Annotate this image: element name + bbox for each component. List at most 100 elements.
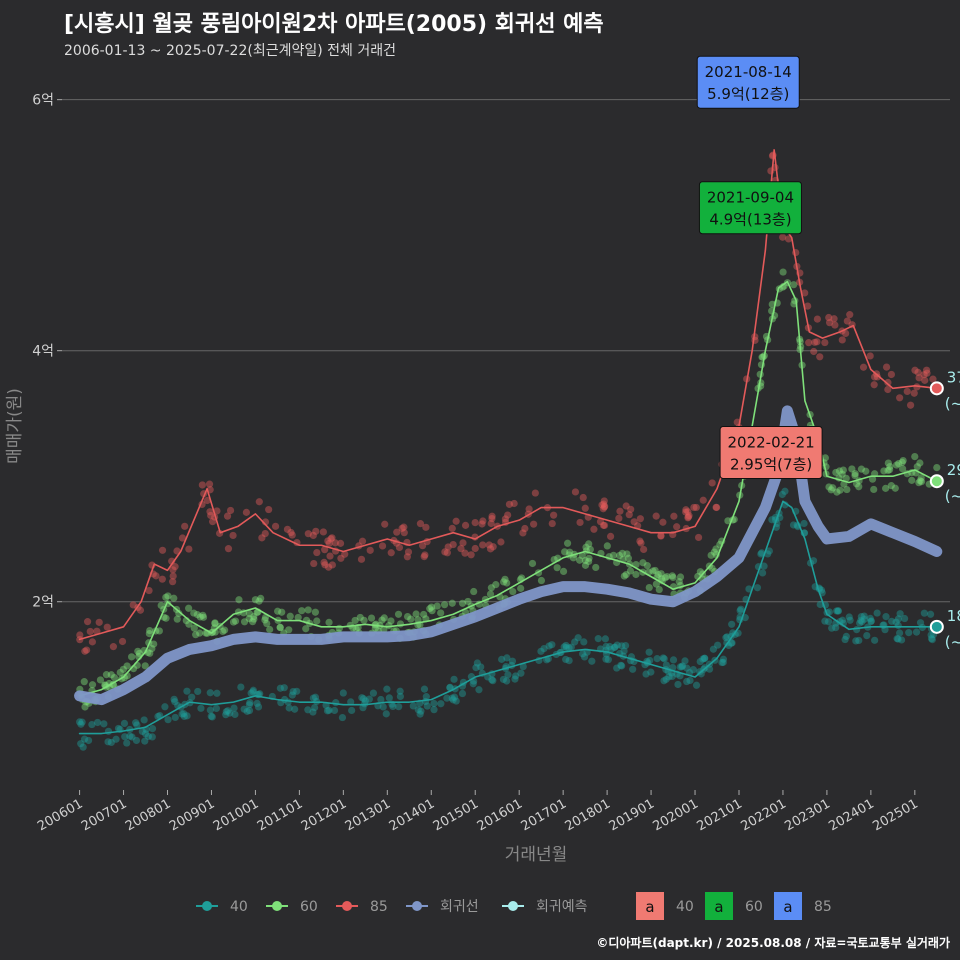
- data-point: [561, 548, 569, 556]
- legend-box-label: 85: [814, 899, 832, 915]
- data-point: [486, 590, 495, 598]
- data-point: [896, 610, 904, 618]
- annotation-date: 2022-02-21: [728, 433, 815, 451]
- data-point: [352, 625, 360, 633]
- data-point: [501, 515, 509, 523]
- data-point: [175, 609, 183, 618]
- data-point: [686, 676, 694, 685]
- data-point: [757, 550, 765, 558]
- data-point: [309, 531, 317, 540]
- data-point: [645, 648, 653, 656]
- data-point: [249, 618, 257, 626]
- data-point: [169, 578, 177, 586]
- data-point: [659, 654, 667, 662]
- data-point: [618, 642, 626, 650]
- data-point: [230, 704, 238, 712]
- data-point: [348, 706, 356, 715]
- data-point: [669, 573, 677, 582]
- data-point: [867, 618, 875, 626]
- data-point: [443, 549, 451, 557]
- data-point: [209, 517, 217, 526]
- data-point: [512, 672, 520, 680]
- data-point: [567, 643, 575, 651]
- data-point: [723, 633, 731, 641]
- data-point: [911, 453, 919, 461]
- legend-marker: [272, 901, 282, 911]
- x-tick-label: 202101: [695, 796, 745, 834]
- data-point: [933, 463, 941, 472]
- data-point: [657, 532, 665, 540]
- data-point: [636, 537, 644, 545]
- data-point: [271, 522, 280, 530]
- data-point: [298, 607, 306, 615]
- data-point: [247, 689, 255, 697]
- data-point: [304, 706, 312, 714]
- data-point: [319, 528, 327, 536]
- data-point: [452, 517, 460, 525]
- data-point: [128, 733, 136, 741]
- data-point: [696, 657, 704, 666]
- data-point: [464, 597, 472, 606]
- data-point: [378, 616, 386, 624]
- data-point: [164, 716, 172, 724]
- data-point: [519, 662, 527, 671]
- data-point: [403, 553, 411, 561]
- data-point: [586, 545, 594, 554]
- chart-subtitle: 2006-01-13 ~ 2025-07-22(최근계약일) 전체 거래건: [64, 43, 396, 59]
- data-point: [243, 707, 251, 715]
- data-point: [790, 281, 798, 289]
- data-point: [927, 631, 935, 639]
- data-point: [146, 649, 154, 657]
- data-point: [684, 514, 692, 522]
- data-point: [914, 368, 922, 376]
- data-point: [199, 611, 207, 619]
- data-point: [95, 618, 103, 626]
- data-point: [380, 614, 388, 622]
- data-point: [171, 713, 179, 722]
- data-point: [660, 655, 668, 663]
- data-point: [622, 570, 630, 579]
- data-point: [530, 520, 538, 528]
- data-point: [503, 579, 511, 587]
- data-point: [600, 503, 608, 511]
- data-point: [141, 730, 150, 738]
- data-point: [915, 479, 923, 487]
- data-point: [600, 497, 608, 505]
- data-point: [358, 537, 367, 545]
- data-point: [548, 519, 556, 528]
- data-point: [437, 700, 445, 708]
- data-point: [231, 617, 240, 625]
- data-point: [171, 563, 179, 571]
- data-point: [810, 347, 818, 356]
- data-point: [920, 371, 928, 379]
- forecast-value: 18,040: [947, 607, 960, 625]
- data-point: [811, 338, 819, 346]
- data-point: [327, 535, 335, 543]
- data-point: [470, 587, 478, 596]
- data-point: [347, 698, 355, 706]
- data-point: [148, 733, 156, 741]
- data-point: [842, 329, 850, 338]
- data-point: [332, 699, 340, 707]
- data-point: [765, 547, 773, 555]
- data-point: [882, 363, 891, 371]
- data-point: [136, 606, 145, 614]
- data-point: [623, 550, 631, 558]
- data-point: [855, 483, 863, 491]
- data-point: [888, 617, 896, 625]
- data-point: [211, 619, 219, 628]
- x-tick-label: 202201: [738, 796, 788, 834]
- data-point: [206, 508, 214, 516]
- data-point: [162, 614, 170, 622]
- data-point: [719, 655, 728, 663]
- data-point: [105, 679, 113, 688]
- data-point: [908, 476, 916, 484]
- forecast-value: 37,000: [947, 368, 960, 386]
- data-point: [325, 706, 333, 714]
- annotation-value: 5.9억(12층): [707, 85, 789, 103]
- data-point: [867, 617, 875, 625]
- data-point: [304, 606, 312, 614]
- data-point: [647, 668, 655, 676]
- data-point: [107, 738, 115, 747]
- data-point: [145, 630, 154, 638]
